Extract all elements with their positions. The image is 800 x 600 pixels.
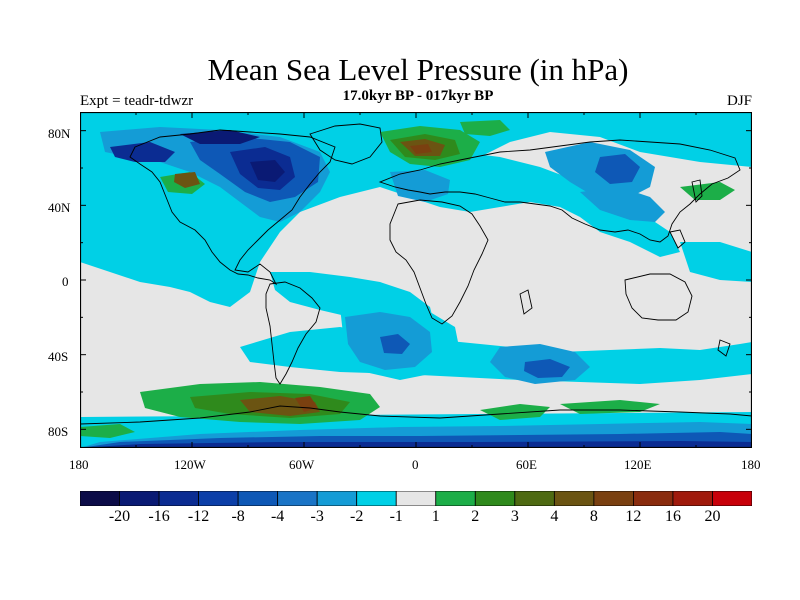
colorbar-swatch xyxy=(316,491,358,506)
lat-label-80n: 80N xyxy=(48,126,71,141)
colorbar-swatch xyxy=(356,491,397,506)
colorbar-label: -1 xyxy=(389,508,403,525)
pressure-anomaly-map xyxy=(80,112,752,448)
colorbar-swatch xyxy=(395,491,437,506)
lon-label-180w: 180 xyxy=(69,457,89,472)
colorbar-label: 12 xyxy=(625,508,642,525)
lat-label-40n: 40N xyxy=(48,200,71,215)
colorbar-swatch xyxy=(198,491,239,506)
lon-label-60w: 60W xyxy=(289,457,315,472)
colorbar-label: 16 xyxy=(664,508,681,525)
colorbar-label: -16 xyxy=(148,508,170,525)
colorbar-label: 2 xyxy=(471,508,480,525)
colorbar-label: -12 xyxy=(187,508,210,525)
colorbar-swatch xyxy=(80,491,120,506)
colorbar-swatch xyxy=(514,491,555,506)
season-label: DJF xyxy=(726,93,752,109)
lon-label-0: 0 xyxy=(412,457,419,472)
colorbar xyxy=(80,491,752,506)
plot-title: Mean Sea Level Pressure (in hPa) xyxy=(207,52,629,87)
colorbar-label: 4 xyxy=(550,508,559,525)
colorbar-swatch xyxy=(158,491,199,506)
colorbar-label: -4 xyxy=(270,508,285,525)
colorbar-swatch xyxy=(277,491,318,506)
colorbar-swatch xyxy=(712,491,752,506)
lat-label-40s: 40S xyxy=(48,349,69,364)
time-period-label: 17.0kyr BP - 017kyr BP xyxy=(342,88,494,104)
colorbar-label: -8 xyxy=(231,508,245,525)
colorbar-label: -2 xyxy=(350,508,364,525)
colorbar-label: -20 xyxy=(108,508,131,525)
lat-label-80s: 80S xyxy=(48,424,69,439)
map-tickmarks xyxy=(80,112,752,448)
colorbar-swatch xyxy=(474,491,516,506)
colorbar-swatch xyxy=(633,491,674,506)
colorbar-label: 8 xyxy=(589,508,598,525)
colorbar-swatch xyxy=(553,491,595,506)
colorbar-label: 20 xyxy=(704,508,721,525)
lon-label-180e: 180 xyxy=(741,457,761,472)
experiment-label: Expt = teadr-tdwzr xyxy=(80,93,194,109)
lon-label-120e: 120E xyxy=(624,457,652,472)
lon-label-120w: 120W xyxy=(174,457,206,472)
colorbar-swatch xyxy=(672,491,713,506)
coastlines xyxy=(80,123,752,425)
colorbar-swatch xyxy=(435,491,476,506)
lat-label-0: 0 xyxy=(62,274,69,289)
anomaly-field-navy xyxy=(180,130,285,182)
colorbar-label: -3 xyxy=(310,508,324,525)
lon-label-60e: 60E xyxy=(516,457,537,472)
colorbar-swatch xyxy=(119,491,160,506)
colorbar-swatch xyxy=(237,491,279,506)
colorbar-label: 1 xyxy=(431,508,440,525)
colorbar-swatch xyxy=(593,491,634,506)
colorbar-label: 3 xyxy=(510,508,519,525)
